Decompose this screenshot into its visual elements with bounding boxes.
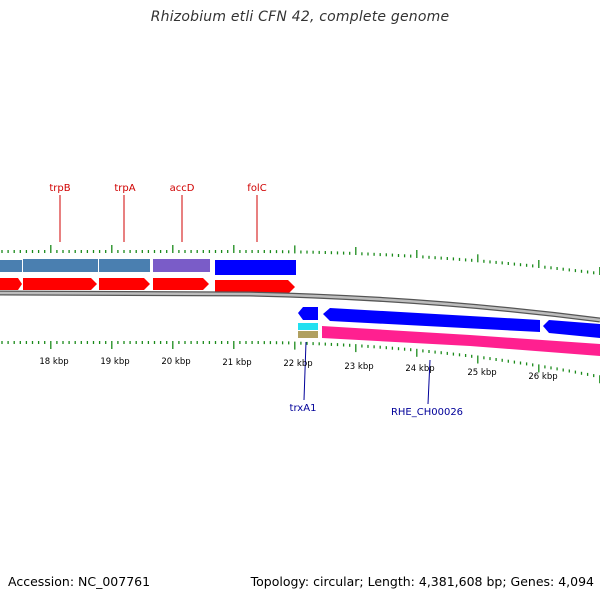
gene-block-blue (215, 260, 296, 275)
genome-backbone (0, 290, 600, 323)
cds-arrow-2 (23, 278, 97, 290)
gene-block-tan (298, 331, 318, 338)
gene-arrow-blue-long-2 (543, 320, 600, 338)
gene-label-trpb: trpB (49, 183, 70, 194)
lower-tick-marks (1, 341, 600, 384)
cds-arrow-4 (153, 278, 209, 290)
gene-block-cyan (298, 323, 318, 330)
right-feature-tracks (298, 307, 600, 356)
gene-block-steel-1 (0, 260, 22, 272)
gene-label-rhe-ch00026: RHE_CH00026 (391, 407, 463, 418)
scale-label-24kbp: 24 kbp (405, 364, 434, 374)
cds-arrow-5 (215, 280, 295, 294)
cds-arrow-1 (0, 278, 22, 290)
gene-label-trpa: trpA (114, 183, 135, 194)
left-feature-tracks (0, 259, 296, 294)
accession-label: Accession: NC_007761 (8, 574, 151, 589)
top-label-leaders (59, 195, 258, 242)
gene-labels-bottom: trxA1 RHE_CH00026 (290, 403, 464, 418)
scale-label-20kbp: 20 kbp (161, 357, 190, 367)
gene-label-folc: folC (247, 183, 266, 194)
scale-label-22kbp: 22 kbp (283, 359, 312, 369)
upper-tick-marks (1, 245, 600, 275)
genome-stats-label: Topology: circular; Length: 4,381,608 bp… (250, 574, 594, 589)
scale-labels: 18 kbp 19 kbp 20 kbp 21 kbp 22 kbp 23 kb… (39, 357, 557, 382)
gene-block-steel-3 (99, 259, 150, 272)
scale-label-19kbp: 19 kbp (100, 357, 129, 367)
cds-arrow-3 (99, 278, 150, 290)
rrna-block-pink (322, 326, 600, 356)
gene-block-purple (153, 259, 210, 272)
map-title: Rhizobium etli CFN 42, complete genome (150, 9, 450, 25)
gene-block-steel-2 (23, 259, 98, 272)
scale-label-18kbp: 18 kbp (39, 357, 68, 367)
scale-label-25kbp: 25 kbp (467, 368, 496, 378)
gene-labels-top: trpB trpA accD folC (49, 183, 266, 194)
scale-label-21kbp: 21 kbp (222, 358, 251, 368)
gene-label-trxa1: trxA1 (290, 403, 317, 414)
gene-arrow-blue-small (298, 307, 318, 320)
gene-arrow-blue-long-1 (323, 308, 540, 332)
scale-label-26kbp: 26 kbp (528, 372, 557, 382)
bottom-label-leaders (303, 341, 431, 405)
gene-label-accd: accD (170, 183, 195, 194)
scale-label-23kbp: 23 kbp (344, 362, 373, 372)
